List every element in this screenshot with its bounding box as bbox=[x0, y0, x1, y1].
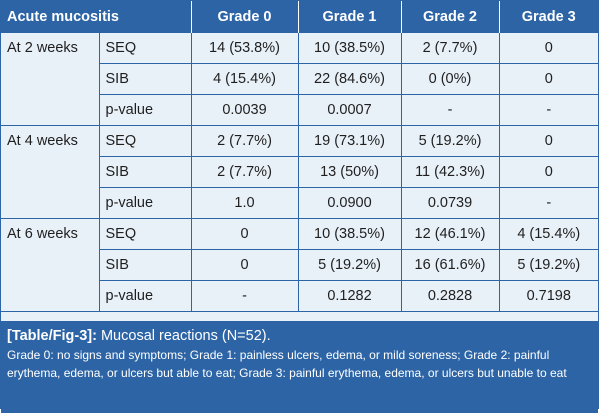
row-label: SIB bbox=[99, 249, 192, 281]
table-cell: - bbox=[191, 280, 299, 312]
table-cell: - bbox=[499, 187, 598, 219]
table-cell: 0.7198 bbox=[499, 280, 598, 312]
row-label: p-value bbox=[99, 280, 192, 312]
table-cell: 0 (0%) bbox=[401, 63, 500, 95]
table-cell: 0 bbox=[499, 125, 598, 157]
table-cell: 5 (19.2%) bbox=[298, 249, 402, 281]
table-cell: 4 (15.4%) bbox=[499, 218, 598, 250]
table-cell: 4 (15.4%) bbox=[191, 63, 299, 95]
caption-note: Grade 0: no signs and symptoms; Grade 1:… bbox=[7, 348, 567, 380]
row-label: SEQ bbox=[99, 33, 192, 64]
table-caption: [Table/Fig-3]: Mucosal reactions (N=52).… bbox=[1, 321, 598, 413]
table-cell: - bbox=[401, 94, 500, 126]
header-row: Acute mucositis Grade 0 Grade 1 Grade 2 … bbox=[1, 1, 598, 33]
mucosal-reactions-table: Acute mucositis Grade 0 Grade 1 Grade 2 … bbox=[1, 1, 598, 312]
caption-text: Mucosal reactions (N=52). bbox=[96, 328, 271, 344]
table-cell: 0.0739 bbox=[401, 187, 500, 219]
table-cell: 5 (19.2%) bbox=[499, 249, 598, 281]
table-cell: 0.1282 bbox=[298, 280, 402, 312]
table-row: At 6 weeks SEQ 0 10 (38.5%) 12 (46.1%) 4… bbox=[1, 218, 598, 312]
row-label: p-value bbox=[99, 94, 192, 126]
table-cell: 16 (61.6%) bbox=[401, 249, 500, 281]
table-cell: 19 (73.1%) bbox=[298, 125, 402, 157]
table-cell: 22 (84.6%) bbox=[298, 63, 402, 95]
period-label: At 6 weeks bbox=[1, 218, 100, 312]
table-cell: 0 bbox=[499, 63, 598, 95]
table-cell: 2 (7.7%) bbox=[401, 33, 500, 64]
table-row: p-value - 0.1282 0.2828 0.7198 bbox=[1, 280, 598, 312]
table-cell: 0.0900 bbox=[298, 187, 402, 219]
period-label: At 4 weeks bbox=[1, 125, 100, 219]
table-row: At 2 weeks SEQ 14 (53.8%) 10 (38.5%) 2 (… bbox=[1, 33, 598, 126]
period-label: At 2 weeks bbox=[1, 33, 100, 126]
table-row: SIB 4 (15.4%) 22 (84.6%) 0 (0%) 0 bbox=[1, 63, 598, 95]
table-row: p-value 1.0 0.0900 0.0739 - bbox=[1, 187, 598, 219]
table-cell: 5 (19.2%) bbox=[401, 125, 500, 157]
table-cell: 10 (38.5%) bbox=[298, 218, 402, 250]
table-cell: 0 bbox=[191, 249, 299, 281]
table-cell: 0 bbox=[499, 156, 598, 188]
header-grade-2: Grade 2 bbox=[401, 1, 500, 33]
header-acute-mucositis: Acute mucositis bbox=[1, 1, 192, 33]
table-cell: 0.0039 bbox=[191, 94, 299, 126]
caption-title: [Table/Fig-3]: Mucosal reactions (N=52). bbox=[7, 327, 598, 345]
row-label: SIB bbox=[99, 63, 192, 95]
table-row: At 4 weeks SEQ 2 (7.7%) 19 (73.1%) 5 (19… bbox=[1, 125, 598, 219]
caption-label: [Table/Fig-3]: bbox=[7, 328, 97, 344]
table-cell: 2 (7.7%) bbox=[191, 125, 299, 157]
row-label: p-value bbox=[99, 187, 192, 219]
table-cell: 0 bbox=[499, 33, 598, 64]
header-grade-1: Grade 1 bbox=[298, 1, 402, 33]
header-grade-3: Grade 3 bbox=[499, 1, 598, 33]
table-cell: 1.0 bbox=[191, 187, 299, 219]
table-cell: 0 bbox=[191, 218, 299, 250]
row-label: SIB bbox=[99, 156, 192, 188]
table-cell: - bbox=[499, 94, 598, 126]
table-cell: 0.0007 bbox=[298, 94, 402, 126]
table-cell: 0.2828 bbox=[401, 280, 500, 312]
header-grade-0: Grade 0 bbox=[191, 1, 299, 33]
table-cell: 2 (7.7%) bbox=[191, 156, 299, 188]
row-label: SEQ bbox=[99, 125, 192, 157]
table-cell: 12 (46.1%) bbox=[401, 218, 500, 250]
table-row: SIB 0 5 (19.2%) 16 (61.6%) 5 (19.2%) bbox=[1, 249, 598, 281]
table-cell: 11 (42.3%) bbox=[401, 156, 500, 188]
table-cell: 13 (50%) bbox=[298, 156, 402, 188]
row-label: SEQ bbox=[99, 218, 192, 250]
table-row: SIB 2 (7.7%) 13 (50%) 11 (42.3%) 0 bbox=[1, 156, 598, 188]
table-cell: 10 (38.5%) bbox=[298, 33, 402, 64]
table-cell: 14 (53.8%) bbox=[191, 33, 299, 64]
table-row: p-value 0.0039 0.0007 - - bbox=[1, 94, 598, 126]
